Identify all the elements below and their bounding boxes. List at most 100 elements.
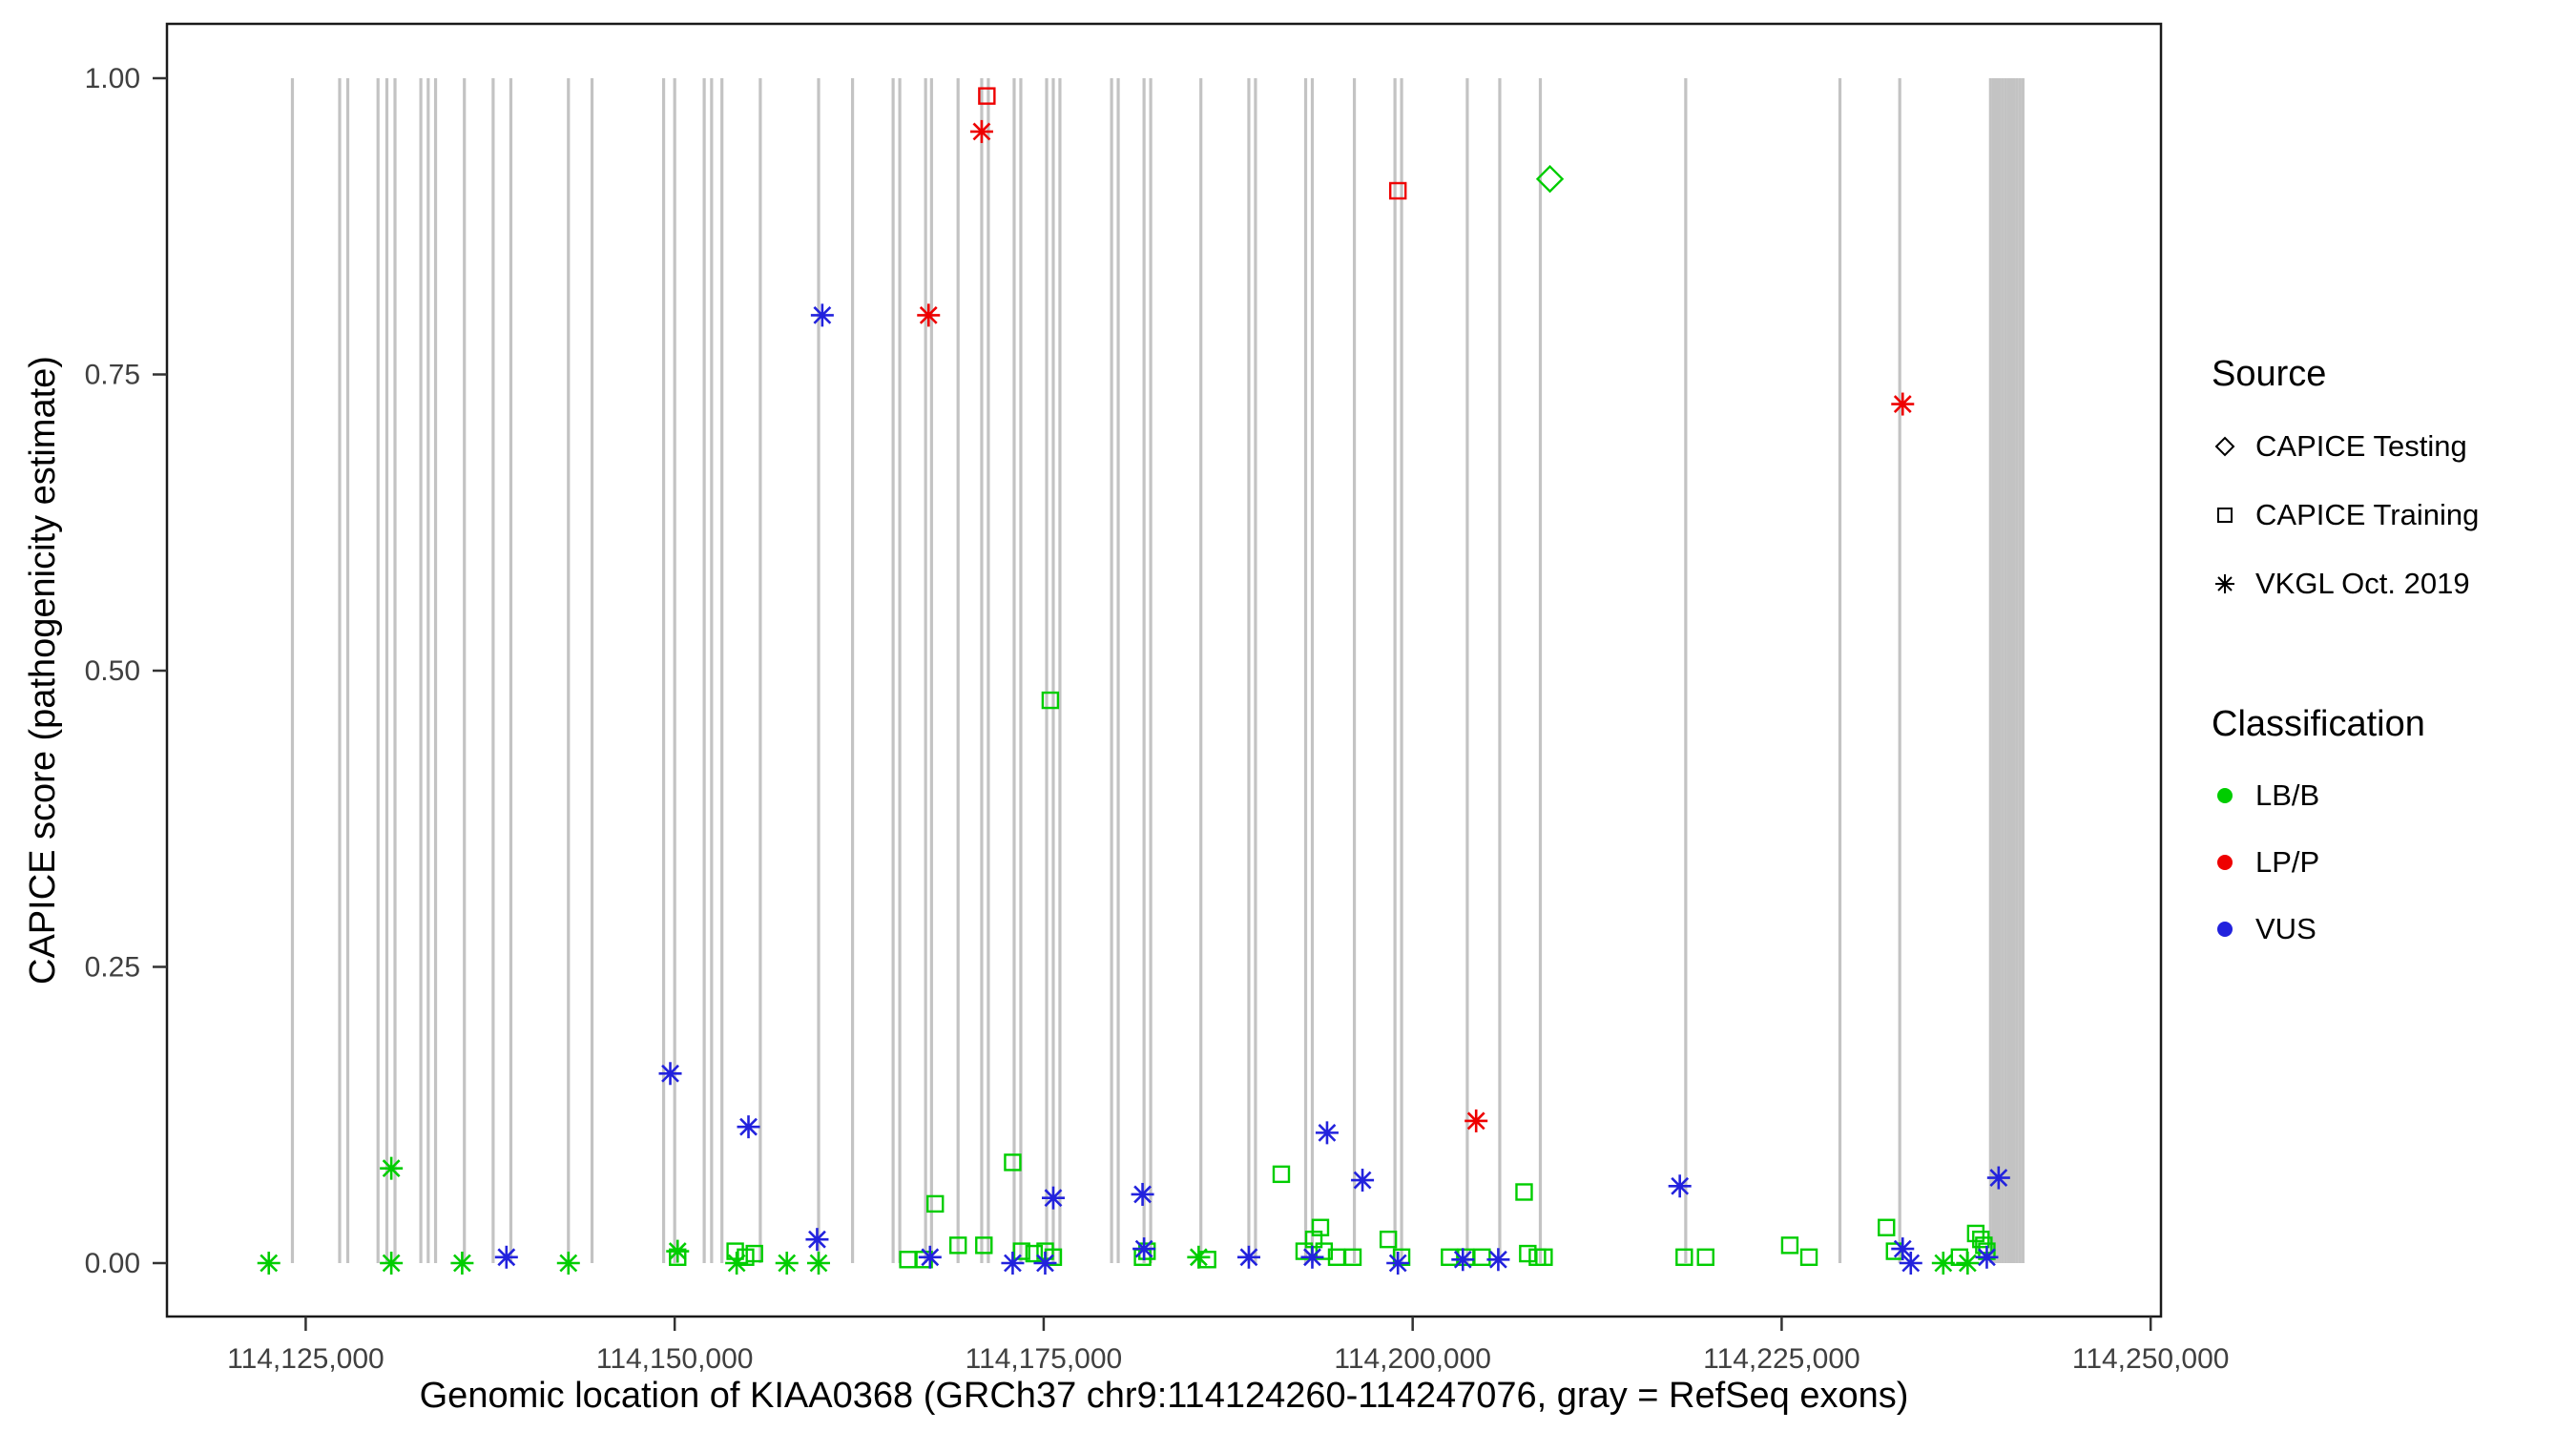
legend-item-vkgl: VKGL Oct. 2019 — [2212, 550, 2479, 618]
data-point-asterisk — [1388, 1254, 1407, 1273]
data-point-square — [1041, 691, 1060, 710]
x-axis-label: Genomic location of KIAA0368 (GRCh37 chr… — [419, 1376, 1909, 1416]
data-point-square — [1519, 1244, 1537, 1263]
data-point-asterisk — [559, 1254, 578, 1273]
data-point-square — [726, 1242, 744, 1260]
legend-source-title: Source — [2212, 354, 2327, 394]
data-point-asterisk — [382, 1254, 401, 1273]
asterisk-icon — [2215, 574, 2234, 593]
y-axis-label: CAPICE score (pathogenicity estimate) — [23, 356, 63, 985]
data-point-square — [1780, 1236, 1799, 1255]
data-point-asterisk — [919, 305, 938, 324]
data-point-square — [1012, 1242, 1030, 1260]
data-point-square — [975, 1236, 993, 1255]
data-point-square — [1515, 1183, 1533, 1201]
data-point-asterisk — [1318, 1123, 1337, 1142]
data-point-asterisk — [1303, 1248, 1321, 1267]
data-point-square — [1025, 1244, 1044, 1263]
data-point-asterisk — [1978, 1248, 1996, 1267]
data-point-asterisk — [1189, 1248, 1208, 1267]
y-tick-label: 0.75 — [85, 360, 140, 391]
square-icon — [2217, 508, 2233, 523]
legend-classification-title: Classification — [2212, 704, 2425, 744]
legend-classification: Classification LB/B LP/P VUS — [2212, 703, 2425, 963]
data-point-square — [1675, 1248, 1693, 1266]
legend-item-capice-training: CAPICE Training — [2212, 481, 2479, 550]
y-tick-label: 0.00 — [85, 1248, 140, 1279]
data-point-diamond — [1535, 164, 1565, 194]
data-point-asterisk — [921, 1248, 940, 1267]
data-point-square — [1379, 1230, 1398, 1249]
data-point-square — [1138, 1242, 1156, 1260]
data-point-asterisk — [809, 1254, 828, 1273]
data-point-square — [1696, 1248, 1714, 1266]
data-point-square — [948, 1236, 967, 1255]
y-tick-label: 0.25 — [85, 952, 140, 984]
data-point-square — [1272, 1165, 1291, 1184]
data-point-asterisk — [668, 1242, 687, 1260]
data-point-asterisk — [1958, 1254, 1977, 1273]
x-tick-label: 114,150,000 — [596, 1343, 754, 1375]
x-tick-label: 114,225,000 — [1703, 1343, 1860, 1375]
data-point-asterisk — [1934, 1254, 1953, 1273]
data-point-square — [978, 87, 996, 105]
data-point-square — [926, 1194, 945, 1213]
data-point-asterisk — [1893, 1239, 1912, 1258]
data-point-asterisk — [1893, 395, 1912, 413]
legend-item-label: LP/P — [2255, 845, 2320, 879]
legend-item-vus: VUS — [2212, 896, 2425, 963]
data-point-asterisk — [1134, 1239, 1153, 1258]
x-tick-label: 114,250,000 — [2072, 1343, 2230, 1375]
data-point-asterisk — [972, 122, 991, 141]
legend-item-label: CAPICE Testing — [2255, 429, 2467, 463]
data-point-asterisk — [1036, 1254, 1054, 1273]
data-point-asterisk — [1488, 1250, 1507, 1269]
data-point-square — [1799, 1248, 1818, 1266]
data-point-square — [1535, 1248, 1553, 1266]
x-tick-label: 114,175,000 — [966, 1343, 1123, 1375]
data-point-asterisk — [739, 1117, 758, 1136]
y-tick-label: 0.50 — [85, 655, 140, 687]
x-tick-label: 114,200,000 — [1334, 1343, 1491, 1375]
data-point-asterisk — [1989, 1169, 2008, 1187]
data-point-asterisk — [1453, 1250, 1472, 1269]
red-dot-icon — [2217, 855, 2233, 870]
legend-item-label: VKGL Oct. 2019 — [2255, 567, 2470, 600]
data-point-asterisk — [1901, 1254, 1921, 1273]
data-point-asterisk — [808, 1230, 826, 1249]
data-point-asterisk — [382, 1159, 401, 1178]
data-point-asterisk — [1239, 1248, 1258, 1267]
legend-source: Source CAPICE Testing CAPICE Training — [2212, 353, 2479, 618]
data-point-asterisk — [1133, 1185, 1152, 1204]
data-point-asterisk — [1466, 1111, 1485, 1130]
legend-item-capice-testing: CAPICE Testing — [2212, 412, 2479, 481]
legend-item-label: VUS — [2255, 912, 2316, 945]
data-point-asterisk — [1044, 1189, 1063, 1208]
data-point-asterisk — [452, 1254, 471, 1273]
data-point-square — [745, 1244, 763, 1263]
data-point-square — [1473, 1248, 1491, 1266]
y-tick-label: 1.00 — [85, 63, 140, 94]
data-point-square — [1311, 1218, 1330, 1236]
data-point-square — [1004, 1153, 1022, 1172]
data-point-square — [899, 1251, 917, 1269]
green-dot-icon — [2217, 788, 2233, 803]
panel-border — [165, 22, 2163, 1318]
data-point-asterisk — [1004, 1254, 1022, 1273]
data-point-square — [1388, 181, 1407, 200]
x-tick-label: 114,125,000 — [227, 1343, 384, 1375]
data-point-asterisk — [260, 1254, 279, 1273]
legend-item-lbb: LB/B — [2212, 762, 2425, 829]
data-point-square — [1878, 1218, 1896, 1236]
data-point-square — [1392, 1248, 1411, 1266]
data-point-square — [1972, 1230, 1990, 1249]
legend-item-label: CAPICE Training — [2255, 498, 2480, 531]
data-point-square — [1343, 1248, 1362, 1266]
data-point-asterisk — [1671, 1176, 1690, 1195]
data-point-asterisk — [813, 305, 832, 324]
diamond-icon — [2214, 436, 2235, 457]
data-point-asterisk — [727, 1254, 746, 1273]
data-point-asterisk — [778, 1254, 797, 1273]
